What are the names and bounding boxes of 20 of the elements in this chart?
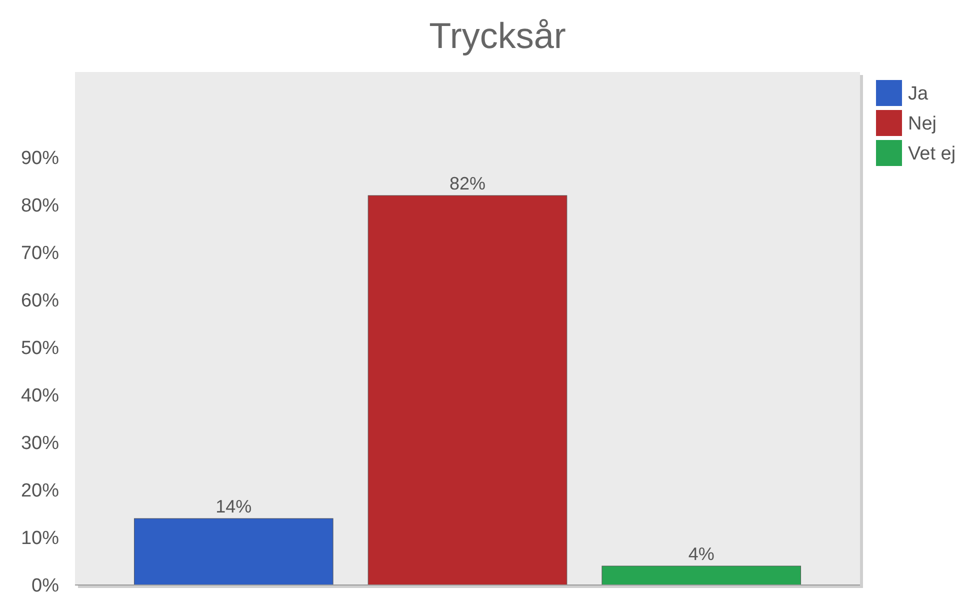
y-tick-label: 90% <box>20 148 60 170</box>
bar <box>134 518 334 586</box>
legend-label: Vet ej <box>908 144 956 165</box>
y-tick-label: 50% <box>20 338 60 360</box>
y-tick-label: 70% <box>20 243 60 264</box>
data-label: 4% <box>688 544 714 564</box>
y-tick-label: 20% <box>20 480 60 502</box>
legend-label: Ja <box>908 84 928 105</box>
y-tick-label: 0% <box>32 576 60 594</box>
bar <box>368 195 568 586</box>
data-label: 14% <box>216 496 252 516</box>
y-tick-label: 10% <box>20 528 60 550</box>
data-label: 82% <box>449 174 486 194</box>
y-tick-label: 40% <box>20 386 60 407</box>
bar <box>602 566 802 586</box>
legend-label: Nej <box>908 114 937 135</box>
y-tick-label: 30% <box>20 433 60 454</box>
chart-title: Trycksår <box>429 15 566 56</box>
y-tick-label: 80% <box>20 196 60 217</box>
y-tick-label: 60% <box>20 290 60 312</box>
